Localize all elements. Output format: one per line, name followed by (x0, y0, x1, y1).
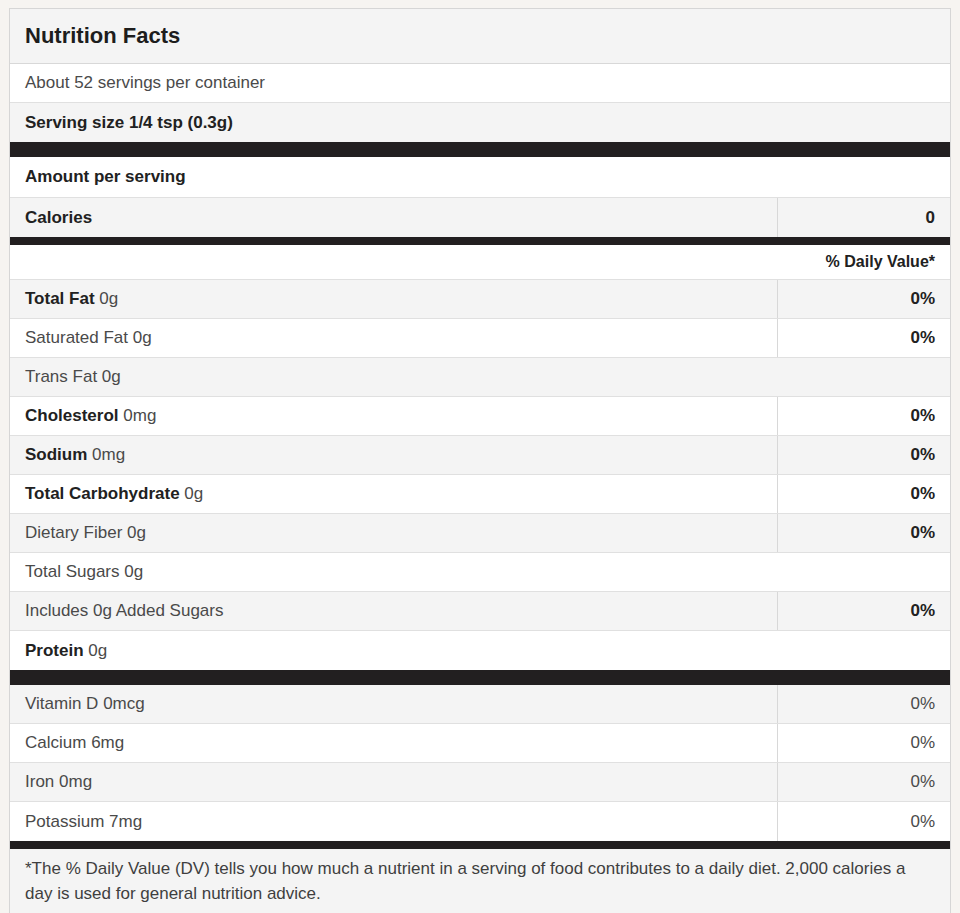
nutrient-amount: 0mg (92, 445, 125, 464)
row-trans-fat: Trans Fat 0g (10, 358, 950, 397)
nutrient-name: Protein (25, 641, 84, 660)
label-header: Nutrition Facts (10, 9, 950, 64)
thick-divider-bar (10, 670, 950, 685)
vitamin-amount: 7mg (109, 812, 142, 831)
vitamin-daily-value: 0% (777, 685, 950, 723)
nutrient-name: Total Sugars (25, 562, 120, 581)
vitamin-name: Iron (25, 772, 54, 791)
row-saturated-fat: Saturated Fat 0g 0% (10, 319, 950, 358)
nutrient-amount: 0mg (123, 406, 156, 425)
vitamin-amount: 6mg (91, 733, 124, 752)
nutrient-amount: 0g (102, 367, 121, 386)
nutrient-name: Dietary Fiber (25, 523, 122, 542)
thin-divider-bar (10, 237, 950, 245)
nutrient-name: Includes 0g Added Sugars (25, 601, 223, 620)
calories-value: 0 (777, 198, 950, 237)
serving-size-text: Serving size 1/4 tsp (0.3g) (10, 113, 950, 133)
row-potassium: Potassium 7mg 0% (10, 802, 950, 841)
nutrient-amount: 0g (88, 641, 107, 660)
row-vitamin-d: Vitamin D 0mcg 0% (10, 685, 950, 724)
row-total-sugars: Total Sugars 0g (10, 553, 950, 592)
nutrient-amount: 0g (184, 484, 203, 503)
nutrient-daily-value: 0% (777, 475, 950, 513)
row-sodium: Sodium 0mg 0% (10, 436, 950, 475)
serving-size-row: Serving size 1/4 tsp (0.3g) (10, 103, 950, 142)
nutrient-amount: 0g (99, 289, 118, 308)
vitamin-amount: 0mcg (103, 694, 145, 713)
daily-value-header: % Daily Value* (10, 245, 950, 280)
nutrition-facts-label: Nutrition Facts About 52 servings per co… (9, 8, 951, 913)
row-iron: Iron 0mg 0% (10, 763, 950, 802)
calories-label: Calories (10, 208, 777, 228)
calories-row: Calories 0 (10, 198, 950, 237)
row-cholesterol: Cholesterol 0mg 0% (10, 397, 950, 436)
row-calcium: Calcium 6mg 0% (10, 724, 950, 763)
servings-per-container-row: About 52 servings per container (10, 64, 950, 103)
servings-per-container-text: About 52 servings per container (10, 73, 950, 93)
row-dietary-fiber: Dietary Fiber 0g 0% (10, 514, 950, 553)
row-protein: Protein 0g (10, 631, 950, 670)
nutrient-daily-value: 0% (777, 319, 950, 357)
nutrient-name: Saturated Fat (25, 328, 128, 347)
daily-value-footnote: *The % Daily Value (DV) tells you how mu… (10, 849, 950, 913)
vitamin-name: Potassium (25, 812, 104, 831)
nutrient-amount: 0g (133, 328, 152, 347)
row-added-sugars: Includes 0g Added Sugars 0% (10, 592, 950, 631)
nutrient-daily-value: 0% (777, 397, 950, 435)
amount-per-serving-text: Amount per serving (10, 167, 950, 187)
nutrient-name: Total Carbohydrate (25, 484, 180, 503)
row-total-carbohydrate: Total Carbohydrate 0g 0% (10, 475, 950, 514)
nutrient-daily-value: 0% (777, 436, 950, 474)
row-total-fat: Total Fat 0g 0% (10, 280, 950, 319)
nutrient-daily-value: 0% (777, 514, 950, 552)
nutrient-name: Cholesterol (25, 406, 119, 425)
nutrient-name: Sodium (25, 445, 87, 464)
nutrient-name: Trans Fat (25, 367, 97, 386)
nutrient-name: Total Fat (25, 289, 95, 308)
vitamin-name: Calcium (25, 733, 86, 752)
vitamin-daily-value: 0% (777, 802, 950, 841)
vitamin-daily-value: 0% (777, 724, 950, 762)
thin-divider-bar (10, 841, 950, 849)
nutrient-amount: 0g (127, 523, 146, 542)
thick-divider-bar (10, 142, 950, 157)
nutrient-daily-value: 0% (777, 280, 950, 318)
nutrient-daily-value: 0% (777, 592, 950, 630)
amount-per-serving-row: Amount per serving (10, 157, 950, 198)
vitamin-daily-value: 0% (777, 763, 950, 801)
page-title: Nutrition Facts (25, 23, 180, 49)
vitamin-name: Vitamin D (25, 694, 98, 713)
nutrient-amount: 0g (124, 562, 143, 581)
vitamin-amount: 0mg (59, 772, 92, 791)
